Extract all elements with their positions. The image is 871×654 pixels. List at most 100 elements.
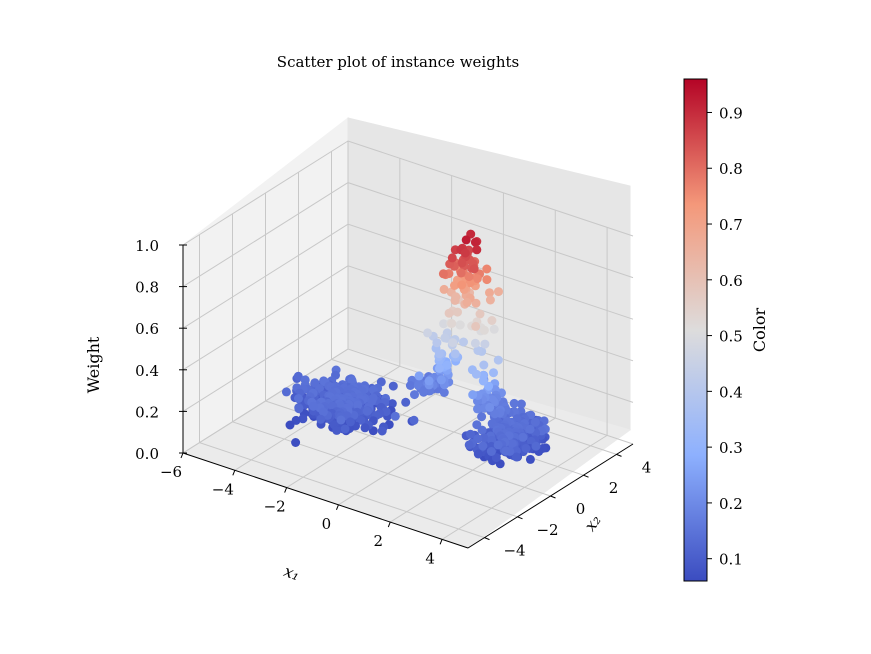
- scatter-point: [387, 399, 397, 409]
- scatter-point: [473, 449, 483, 459]
- scatter-point: [316, 414, 326, 424]
- scatter-point: [489, 368, 498, 378]
- scatter-point: [356, 415, 366, 425]
- colorbar-tick-label: 0.1: [719, 551, 743, 569]
- scatter-point: [478, 376, 488, 386]
- chart-title: Scatter plot of instance weights: [277, 53, 519, 71]
- scatter-point: [477, 425, 487, 435]
- scatter-point: [294, 394, 303, 403]
- scatter-point: [360, 423, 370, 433]
- colorbar-tick-label: 0.4: [719, 383, 743, 401]
- y-tick-mark: [616, 453, 622, 457]
- scatter-point: [447, 319, 457, 328]
- y-tick-label: −4: [503, 542, 525, 560]
- x-axis-label: x₁: [281, 561, 302, 584]
- scatter-point: [390, 411, 400, 421]
- scatter-point: [491, 453, 501, 463]
- scatter-point: [336, 415, 346, 425]
- z-axis-label: Weight: [84, 336, 103, 393]
- scatter-point: [345, 417, 355, 427]
- scatter-point: [472, 274, 482, 284]
- scatter-point: [478, 441, 488, 451]
- scatter-point: [493, 355, 503, 365]
- colorbar-tick-label: 0.8: [719, 160, 743, 178]
- z-tick-label: 0.8: [135, 279, 159, 297]
- x-tick-mark: [232, 470, 236, 476]
- y-tick-mark: [484, 537, 490, 541]
- scatter-point: [450, 281, 459, 290]
- x-tick-label: −4: [212, 480, 234, 498]
- scatter-point: [450, 349, 460, 359]
- scatter-point: [489, 324, 499, 334]
- scatter-point: [468, 390, 478, 400]
- x-tick-label: 2: [373, 532, 383, 550]
- scatter-point: [471, 298, 481, 308]
- scatter-point: [472, 245, 482, 255]
- scatter-point: [434, 349, 444, 359]
- scatter-point: [436, 375, 446, 385]
- gridline-z: [182, 348, 634, 454]
- scatter-point: [439, 388, 449, 397]
- scatter-point: [525, 424, 535, 434]
- scatter-point: [487, 316, 497, 325]
- scatter-point: [480, 339, 490, 349]
- scatter-point: [298, 414, 308, 424]
- scatter-point: [494, 287, 503, 297]
- scatter-point: [434, 363, 444, 373]
- scatter-point: [448, 338, 458, 348]
- scatter-point: [294, 404, 304, 414]
- scatter-point: [460, 248, 470, 258]
- x-tick-label: −2: [264, 498, 286, 516]
- y-tick-mark: [583, 474, 589, 478]
- z-tick-label: 0.0: [135, 445, 159, 463]
- scatter-point: [347, 375, 357, 385]
- colorbar: [683, 78, 708, 582]
- scatter-points: [281, 229, 551, 469]
- scatter-point: [362, 406, 372, 416]
- scatter-point: [424, 376, 434, 386]
- gridline-z: [182, 223, 634, 329]
- y-tick-mark: [550, 495, 556, 499]
- scatter-point: [409, 415, 419, 425]
- colorbar-tick-label: 0.6: [719, 272, 743, 290]
- scatter-point: [401, 397, 411, 407]
- z-tick-label: 0.6: [135, 320, 159, 338]
- scatter-point: [439, 319, 449, 329]
- colorbar-label: Color: [750, 308, 769, 353]
- scatter-point: [521, 444, 531, 453]
- scatter-point: [507, 439, 517, 449]
- scatter-point: [457, 258, 467, 268]
- scatter-point: [471, 369, 481, 379]
- scatter-point: [482, 264, 492, 274]
- scatter-point: [501, 446, 511, 456]
- scatter-point: [457, 280, 467, 290]
- scatter-point: [377, 426, 387, 436]
- scatter-point: [511, 452, 521, 462]
- scatter-point: [485, 295, 495, 305]
- scatter-point: [432, 338, 442, 348]
- scatter-point: [462, 297, 472, 307]
- scatter-point: [516, 399, 526, 409]
- scatter-point: [414, 371, 424, 381]
- z-tick-label: 0.2: [135, 403, 159, 421]
- scatter-point: [493, 440, 503, 450]
- gridline-z: [182, 140, 634, 246]
- colorbar-tick-label: 0.5: [719, 328, 743, 346]
- scatter-point: [469, 264, 479, 274]
- colorbar-tick-label: 0.2: [719, 495, 743, 513]
- scatter-point: [410, 390, 419, 400]
- scatter-point: [444, 308, 454, 318]
- scatter-point: [461, 235, 471, 245]
- scatter-point: [281, 387, 291, 397]
- scatter-point: [530, 417, 540, 427]
- scatter-point: [482, 275, 492, 285]
- scatter-point: [450, 295, 460, 305]
- scatter-point: [308, 401, 318, 411]
- scatter-point: [293, 371, 303, 381]
- scatter-point: [490, 409, 500, 419]
- y-tick-label: 0: [576, 500, 586, 518]
- scatter-point: [518, 432, 528, 442]
- scatter-point: [477, 412, 487, 422]
- x-axis-ticks: −6 −4 −2 0 2 4: [160, 452, 443, 567]
